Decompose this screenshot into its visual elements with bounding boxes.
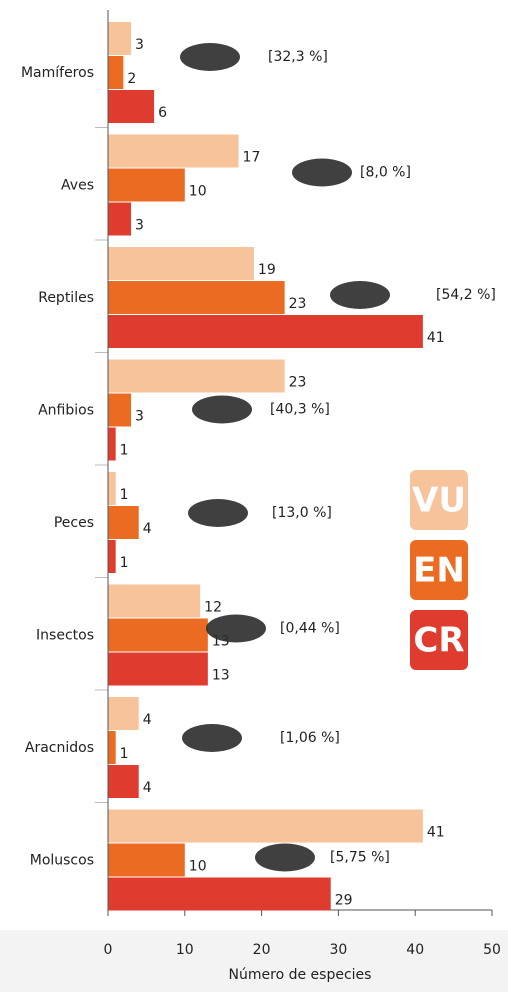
x-tick-label: 20 (253, 942, 271, 958)
annotation: [13,0 %] (272, 505, 332, 521)
data-label: 4 (143, 521, 152, 537)
data-label: 12 (204, 600, 222, 616)
y-tick-label: Aves (61, 178, 94, 194)
chart: Número de especies 0 10 20 30 40 50 Mamíferos 3… (0, 0, 508, 992)
data-label: 41 (427, 825, 445, 841)
legend-text: EN (413, 551, 465, 591)
data-label: 6 (158, 105, 167, 121)
annotation: [8,0 %] (360, 165, 411, 181)
bar (108, 169, 185, 202)
annotation: [1,06 %] (280, 730, 340, 746)
annotation: [54,2 %] (436, 287, 496, 303)
bar (108, 540, 116, 573)
data-label: 13 (212, 668, 230, 684)
bar (108, 506, 139, 539)
annotation: [5,75 %] (330, 850, 390, 866)
animal-icon (206, 615, 266, 643)
data-label: 2 (127, 71, 136, 87)
x-tick-label: 30 (329, 942, 347, 958)
data-label: 1 (120, 746, 129, 762)
bar (108, 810, 423, 843)
bar (108, 472, 116, 505)
y-tick-label: Moluscos (30, 853, 94, 869)
y-tick-label: Anfibios (38, 403, 94, 419)
animal-icon (188, 499, 248, 527)
data-label: 3 (135, 218, 144, 234)
animal-icon (182, 724, 242, 752)
data-label: 1 (120, 555, 129, 571)
data-label: 3 (135, 409, 144, 425)
data-label: 4 (143, 712, 152, 728)
bar (108, 878, 331, 911)
data-label: 23 (289, 296, 307, 312)
bar (108, 585, 200, 618)
bar (108, 394, 131, 427)
bar (108, 315, 423, 348)
bar (108, 619, 208, 652)
x-tick-label: 10 (176, 942, 194, 958)
bar (108, 765, 139, 798)
data-label: 1 (120, 443, 129, 459)
animal-icon (292, 159, 352, 187)
data-label: 10 (189, 859, 207, 875)
animal-icon (330, 281, 390, 309)
bar (108, 22, 131, 55)
annotation: [0,44 %] (280, 621, 340, 637)
bar (108, 247, 254, 280)
y-tick-label: Mamíferos (21, 65, 94, 81)
x-tick-label: 0 (104, 942, 113, 958)
bar (108, 203, 131, 236)
data-label: 29 (335, 893, 353, 909)
x-axis-label: Número de especies (229, 967, 372, 983)
legend-text: CR (413, 621, 464, 661)
data-label: 3 (135, 37, 144, 53)
x-tick-label: 50 (483, 942, 501, 958)
data-label: 4 (143, 780, 152, 796)
annotation: [40,3 %] (270, 402, 330, 418)
y-tick-label: Peces (54, 515, 94, 531)
data-label: 23 (289, 375, 307, 391)
bar (108, 90, 154, 123)
bar (108, 56, 123, 89)
bar (108, 731, 116, 764)
bar (108, 135, 239, 168)
bar (108, 428, 116, 461)
bar (108, 844, 185, 877)
animal-icon (192, 396, 252, 424)
data-label: 19 (258, 262, 276, 278)
data-label: 1 (120, 487, 129, 503)
x-tick-label: 40 (406, 942, 424, 958)
animal-icon (255, 844, 315, 872)
data-label: 17 (243, 150, 261, 166)
annotation: [32,3 %] (268, 49, 328, 65)
animal-icon (180, 43, 240, 71)
data-label: 10 (189, 184, 207, 200)
legend-text: VU (412, 481, 466, 521)
bar (108, 281, 285, 314)
y-tick-label: Aracnidos (25, 740, 94, 756)
bar (108, 697, 139, 730)
data-label: 41 (427, 330, 445, 346)
y-tick-label: Reptiles (38, 290, 94, 306)
y-tick-label: Insectos (36, 628, 94, 644)
bar (108, 653, 208, 686)
bar (108, 360, 285, 393)
